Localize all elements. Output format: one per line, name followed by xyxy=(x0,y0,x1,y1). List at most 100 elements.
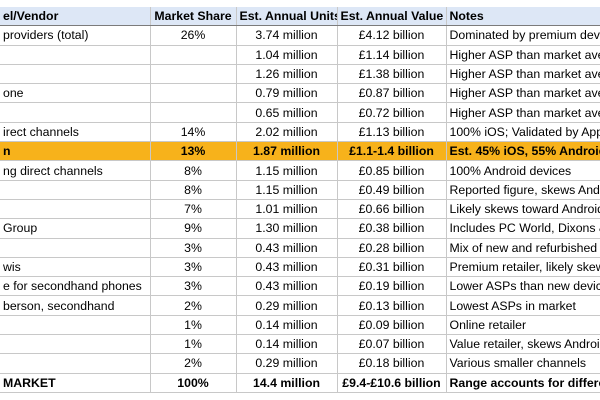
cell-notes[interactable]: Dominated by premium devi xyxy=(446,25,600,46)
cell-channel-vendor[interactable]: n xyxy=(0,141,151,162)
cell-est-annual-units[interactable]: 1.04 million xyxy=(236,45,338,65)
cell-channel-vendor[interactable]: e for secondhand phones xyxy=(0,276,151,297)
cell-market-share[interactable] xyxy=(150,45,237,65)
cell-notes[interactable]: Premium retailer, likely skew xyxy=(446,257,600,278)
cell-est-annual-value[interactable]: £1.38 billion xyxy=(337,64,447,85)
header-market-share[interactable]: Market Share xyxy=(150,7,237,27)
cell-est-annual-units[interactable]: 1.15 million xyxy=(236,180,338,200)
cell-market-share[interactable]: 26% xyxy=(150,25,237,46)
cell-market-share[interactable] xyxy=(150,83,237,104)
cell-notes[interactable]: Mix of new and refurbished xyxy=(446,238,600,258)
cell-market-share[interactable]: 9% xyxy=(150,218,237,239)
cell-market-share[interactable] xyxy=(150,102,237,123)
cell-notes[interactable]: Higher ASP than market aver xyxy=(446,102,600,123)
cell-est-annual-value[interactable]: £0.09 billion xyxy=(337,315,447,336)
cell-notes[interactable]: Est. 45% iOS, 55% Android xyxy=(446,141,600,162)
cell-market-share[interactable]: 2% xyxy=(150,353,237,374)
cell-notes[interactable]: Higher ASP than market aver xyxy=(446,64,600,85)
cell-channel-vendor[interactable]: berson, secondhand xyxy=(0,295,151,316)
cell-est-annual-units[interactable]: 0.14 million xyxy=(236,334,338,355)
cell-channel-vendor[interactable]: one xyxy=(0,83,151,104)
cell-market-share[interactable]: 100% xyxy=(150,372,237,393)
cell-notes[interactable]: Higher ASP than market aver xyxy=(446,45,600,65)
cell-est-annual-units[interactable]: 0.29 million xyxy=(236,295,338,316)
header-est-annual-units[interactable]: Est. Annual Units xyxy=(236,7,338,27)
cell-est-annual-units[interactable]: 14.4 million xyxy=(236,372,338,393)
cell-est-annual-value[interactable]: £0.19 billion xyxy=(337,276,447,297)
cell-est-annual-units[interactable]: 1.01 million xyxy=(236,199,338,220)
cell-channel-vendor[interactable] xyxy=(0,180,151,200)
cell-channel-vendor[interactable] xyxy=(0,315,151,336)
cell-est-annual-value[interactable]: £0.13 billion xyxy=(337,295,447,316)
cell-est-annual-units[interactable]: 0.43 million xyxy=(236,238,338,258)
cell-channel-vendor[interactable] xyxy=(0,199,151,220)
cell-notes[interactable]: Online retailer xyxy=(446,315,600,336)
cell-est-annual-units[interactable]: 0.79 million xyxy=(236,83,338,104)
cell-est-annual-units[interactable]: 1.30 million xyxy=(236,218,338,239)
cell-market-share[interactable]: 2% xyxy=(150,295,237,316)
cell-notes[interactable]: Likely skews toward Android xyxy=(446,199,600,220)
cell-channel-vendor[interactable]: Group xyxy=(0,218,151,239)
cell-notes[interactable]: Reported figure, skews Andr xyxy=(446,180,600,200)
cell-market-share[interactable]: 1% xyxy=(150,315,237,336)
cell-notes[interactable]: Lowest ASPs in market xyxy=(446,295,600,316)
cell-channel-vendor[interactable]: MARKET xyxy=(0,372,151,393)
cell-est-annual-units[interactable]: 0.14 million xyxy=(236,315,338,336)
cell-market-share[interactable]: 8% xyxy=(150,160,237,181)
header-channel-vendor[interactable]: el/Vendor xyxy=(0,7,151,27)
cell-notes[interactable]: 100% Android devices xyxy=(446,160,600,181)
cell-channel-vendor[interactable] xyxy=(0,334,151,355)
cell-est-annual-value[interactable]: £1.14 billion xyxy=(337,45,447,65)
cell-est-annual-value[interactable]: £0.28 billion xyxy=(337,238,447,258)
cell-market-share[interactable]: 3% xyxy=(150,276,237,297)
cell-notes[interactable]: Includes PC World, Dixons & xyxy=(446,218,600,239)
cell-est-annual-value[interactable]: £0.66 billion xyxy=(337,199,447,220)
cell-est-annual-value[interactable]: £1.1-1.4 billion xyxy=(337,141,447,162)
cell-market-share[interactable]: 3% xyxy=(150,257,237,278)
cell-est-annual-value[interactable]: £0.07 billion xyxy=(337,334,447,355)
cell-est-annual-units[interactable]: 0.43 million xyxy=(236,276,338,297)
cell-est-annual-value[interactable]: £0.72 billion xyxy=(337,102,447,123)
cell-est-annual-units[interactable]: 0.65 million xyxy=(236,102,338,123)
cell-est-annual-value[interactable]: £0.38 billion xyxy=(337,218,447,239)
cell-channel-vendor[interactable]: providers (total) xyxy=(0,25,151,46)
cell-channel-vendor[interactable] xyxy=(0,102,151,123)
cell-notes[interactable]: 100% iOS; Validated by Appl xyxy=(446,122,600,143)
cell-channel-vendor[interactable]: ng direct channels xyxy=(0,160,151,181)
cell-est-annual-value[interactable]: £0.18 billion xyxy=(337,353,447,374)
cell-market-share[interactable] xyxy=(150,64,237,85)
cell-channel-vendor[interactable] xyxy=(0,45,151,65)
cell-est-annual-units[interactable]: 3.74 million xyxy=(236,25,338,46)
cell-est-annual-units[interactable]: 0.29 million xyxy=(236,353,338,374)
cell-est-annual-units[interactable]: 1.87 million xyxy=(236,141,338,162)
cell-market-share[interactable]: 14% xyxy=(150,122,237,143)
cell-channel-vendor[interactable]: irect channels xyxy=(0,122,151,143)
cell-channel-vendor[interactable] xyxy=(0,353,151,374)
cell-est-annual-value[interactable]: £1.13 billion xyxy=(337,122,447,143)
cell-est-annual-value[interactable]: £0.49 billion xyxy=(337,180,447,200)
cell-est-annual-units[interactable]: 2.02 million xyxy=(236,122,338,143)
cell-market-share[interactable]: 7% xyxy=(150,199,237,220)
cell-est-annual-value[interactable]: £0.31 billion xyxy=(337,257,447,278)
cell-notes[interactable]: Range accounts for differen xyxy=(446,372,600,393)
cell-est-annual-value[interactable]: £0.87 billion xyxy=(337,83,447,104)
cell-est-annual-value[interactable]: £0.85 billion xyxy=(337,160,447,181)
cell-market-share[interactable]: 8% xyxy=(150,180,237,200)
cell-market-share[interactable]: 13% xyxy=(150,141,237,162)
cell-notes[interactable]: Lower ASPs than new device xyxy=(446,276,600,297)
cell-channel-vendor[interactable]: wis xyxy=(0,257,151,278)
cell-channel-vendor[interactable] xyxy=(0,64,151,85)
cell-notes[interactable]: Higher ASP than market aver xyxy=(446,83,600,104)
cell-channel-vendor[interactable] xyxy=(0,238,151,258)
cell-notes[interactable]: Value retailer, skews Androi xyxy=(446,334,600,355)
cell-market-share[interactable]: 3% xyxy=(150,238,237,258)
cell-est-annual-units[interactable]: 1.26 million xyxy=(236,64,338,85)
cell-est-annual-units[interactable]: 1.15 million xyxy=(236,160,338,181)
header-notes[interactable]: Notes xyxy=(446,7,600,27)
header-est-annual-value[interactable]: Est. Annual Value xyxy=(337,7,447,27)
cell-est-annual-value[interactable]: £9.4-£10.6 billion xyxy=(337,372,447,393)
cell-est-annual-value[interactable]: £4.12 billion xyxy=(337,25,447,46)
cell-est-annual-units[interactable]: 0.43 million xyxy=(236,257,338,278)
cell-market-share[interactable]: 1% xyxy=(150,334,237,355)
cell-notes[interactable]: Various smaller channels xyxy=(446,353,600,374)
